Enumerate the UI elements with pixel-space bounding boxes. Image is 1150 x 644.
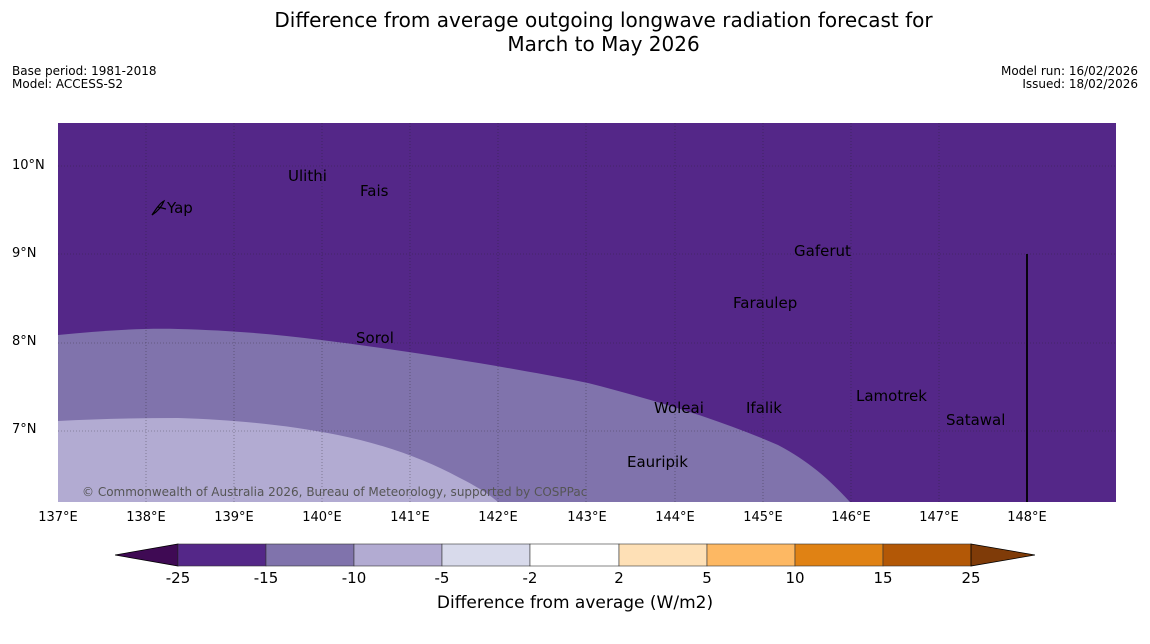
lat-label-8n: 8°N [12,334,37,349]
lon-label-141e: 141°E [390,510,430,525]
colorbar-tick: 25 [961,569,981,587]
model-run: Model run: 16/02/2026 [1000,64,1138,78]
yap-island-shape [151,199,167,216]
colorbar-tick: 10 [785,569,805,587]
title-line-2: March to May 2026 [507,32,700,56]
colorbar-svg [114,543,1036,567]
place-faraulep: Faraulep [733,294,797,312]
copyright-note: © Commonwealth of Australia 2026, Bureau… [82,485,588,499]
colorbar-extend-high [970,543,1036,567]
place-eauripik: Eauripik [627,453,688,471]
place-yap: Yap [166,199,193,217]
meta-right: Model run: 16/02/2026 Issued: 18/02/2026 [1001,65,1138,91]
colorbar-tick: -15 [253,569,279,587]
lon-label-147e: 147°E [919,510,959,525]
lat-label-7n: 7°N [12,422,37,437]
lon-label-144e: 144°E [655,510,695,525]
colorbar-extend-low [114,543,179,567]
colorbar-bin [882,543,972,567]
lon-label-143e: 143°E [567,510,607,525]
graticule [58,123,1116,502]
colorbar-tick: -5 [434,569,450,587]
meta-left: Base period: 1981-2018 Model: ACCESS-S2 [12,65,157,91]
lon-label-145e: 145°E [743,510,783,525]
place-woleai: Woleai [654,399,704,417]
anomaly-region-weak [58,418,498,502]
title-line-1: Difference from average outgoing longwav… [274,8,933,32]
place-fais: Fais [360,182,389,200]
colorbar-bin [706,543,796,567]
issued-date: Issued: 18/02/2026 [1022,77,1138,91]
colorbar-bin [794,543,884,567]
colorbar-tick: 2 [614,569,624,587]
colorbar-tick: 5 [702,569,712,587]
colorbar-tick: -10 [341,569,367,587]
place-labels: Ulithi Fais Yap Gaferut Faraulep Sorol W… [166,167,1005,471]
colorbar-bin [353,543,443,567]
colorbar-tick: 15 [873,569,893,587]
lat-label-9n: 9°N [12,246,37,261]
colorbar-bin [265,543,355,567]
lon-label-137e: 137°E [38,510,78,525]
place-satawal: Satawal [946,411,1005,429]
lon-label-140e: 140°E [302,510,342,525]
place-ulithi: Ulithi [288,167,327,185]
place-lamotrek: Lamotrek [856,387,927,405]
lon-label-146e: 146°E [831,510,871,525]
colorbar-bin [618,543,708,567]
base-period: Base period: 1981-2018 [12,64,157,78]
lon-label-138e: 138°E [126,510,166,525]
colorbar-bin [529,543,620,567]
colorbar-tick: -2 [522,569,538,587]
colorbar-label: Difference from average (W/m2) [436,593,714,613]
place-gaferut: Gaferut [794,242,851,260]
lon-label-148e: 148°E [1007,510,1047,525]
colorbar-bin [441,543,531,567]
map-title: Difference from average outgoing longwav… [0,8,1150,56]
lat-label-10n: 10°N [12,158,45,173]
colorbar [114,543,1036,567]
lon-label-142e: 142°E [478,510,518,525]
place-ifalik: Ifalik [746,399,782,417]
colorbar-tick: -25 [165,569,191,587]
map-panel: Ulithi Fais Yap Gaferut Faraulep Sorol W… [58,123,1116,502]
map-svg: Ulithi Fais Yap Gaferut Faraulep Sorol W… [58,123,1116,502]
place-sorol: Sorol [356,329,394,347]
colorbar-bin [177,543,267,567]
lon-label-139e: 139°E [214,510,254,525]
model-name: Model: ACCESS-S2 [12,77,124,91]
